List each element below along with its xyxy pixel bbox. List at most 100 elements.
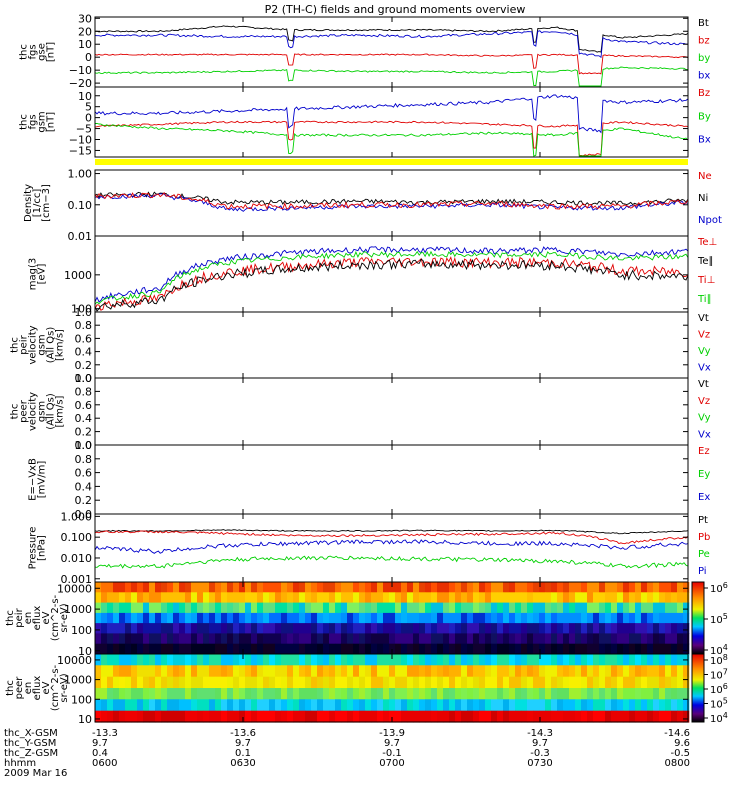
spectrogram-cell	[683, 643, 690, 655]
spectrogram-cell	[659, 665, 666, 678]
panel-frame	[94, 311, 689, 379]
spectrogram-cell	[605, 643, 612, 655]
spectrogram-cell	[137, 676, 144, 689]
spectrogram-cell	[287, 592, 294, 604]
spectrogram-cell	[209, 699, 216, 712]
spectrogram-cell	[647, 582, 654, 593]
spectrogram-cell	[227, 699, 234, 712]
spectrogram-cell	[671, 633, 678, 645]
spectrogram-cell	[161, 582, 168, 593]
spectrogram-cell	[503, 699, 510, 712]
y-tick-label: 1000	[64, 269, 92, 282]
spectrogram-cell	[563, 643, 570, 655]
spectrogram-cell	[467, 602, 474, 614]
spectrogram-cell	[341, 643, 348, 655]
spectrogram-cell	[617, 688, 624, 700]
spectrogram-cell	[353, 654, 360, 666]
spectrogram-cell	[239, 643, 246, 655]
spectrogram-cell	[383, 592, 390, 604]
spectrogram-cell	[197, 582, 204, 593]
spectrogram-cell	[347, 612, 354, 624]
y-tick-label: 0.100	[61, 531, 93, 544]
spectrogram-cell	[509, 602, 516, 614]
spectrogram-cell	[467, 592, 474, 604]
y-axis-title: (cm^2-s-	[50, 594, 61, 641]
y-tick-label: 0.4	[75, 412, 93, 425]
spectrogram-cell	[539, 612, 546, 624]
xaxis-row-label: thc_Z-GSM	[4, 748, 58, 759]
spectrogram-cell	[539, 602, 546, 614]
spectrogram-cell	[599, 643, 606, 655]
spectrogram-cell	[587, 699, 594, 712]
y-axis-title: en	[23, 612, 34, 625]
spectrogram-cell	[119, 633, 126, 645]
spectrogram-cell	[431, 699, 438, 712]
spectrogram-cell	[551, 654, 558, 666]
spectrogram-cell	[257, 582, 264, 593]
spectrogram-cell	[233, 665, 240, 678]
spectrogram-cell	[443, 710, 450, 723]
spectrogram-cell	[599, 688, 606, 700]
spectrogram-cell	[551, 582, 558, 593]
spectrogram-cell	[359, 643, 366, 655]
spectrogram-cell	[563, 582, 570, 593]
spectrogram-cell	[305, 688, 312, 700]
spectrogram-cell	[491, 654, 498, 666]
spectrogram-cell	[461, 699, 468, 712]
spectrogram-cell	[521, 710, 528, 723]
spectrogram-cell	[221, 699, 228, 712]
spectrogram-cell	[155, 676, 162, 689]
spectrogram-cell	[377, 688, 384, 700]
spectrogram-cell	[227, 665, 234, 678]
y-tick-label: 0.6	[75, 399, 93, 412]
spectrogram-cell	[437, 688, 444, 700]
spectrogram-cell	[611, 612, 618, 624]
spectrogram-cell	[665, 688, 672, 700]
spectrogram-cell	[485, 688, 492, 700]
spectrogram-cell	[257, 612, 264, 624]
spectrogram-cell	[557, 710, 564, 723]
spectrogram-cell	[353, 582, 360, 593]
spectrogram-cell	[353, 612, 360, 624]
y-tick-label: 10	[78, 38, 92, 51]
y-tick-label: 0	[85, 112, 92, 125]
spectrogram-cell	[581, 612, 588, 624]
spectrogram-cell	[281, 582, 288, 593]
y-axis-title: eflux	[32, 606, 43, 631]
spectrogram-cell	[617, 602, 624, 614]
spectrogram-cell	[497, 710, 504, 723]
spectrogram-cell	[665, 602, 672, 614]
spectrogram-cell	[257, 688, 264, 700]
spectrogram-cell	[329, 688, 336, 700]
spectrogram-cell	[521, 665, 528, 678]
y-axis-title: eV	[41, 611, 52, 624]
panel-frame	[94, 169, 689, 237]
spectrogram-cell	[167, 654, 174, 666]
spectrogram-cell	[365, 676, 372, 689]
spectrogram-cell	[293, 710, 300, 723]
spectrogram-cell	[257, 699, 264, 712]
spectrogram-cell	[149, 633, 156, 645]
spectrogram-cell	[263, 710, 270, 723]
spectrogram-cell	[131, 676, 138, 689]
spectrogram-cell	[431, 654, 438, 666]
spectrogram-cell	[593, 602, 600, 614]
spectrogram-cell	[251, 699, 258, 712]
spectrogram-cell	[587, 623, 594, 634]
spectrogram-cell	[173, 710, 180, 723]
spectrogram-cell	[353, 699, 360, 712]
spectrogram-cell	[377, 710, 384, 723]
spectrogram-cell	[269, 688, 276, 700]
xaxis-value: -14.6	[664, 728, 690, 739]
spectrogram-cell	[515, 676, 522, 689]
spectrogram-cell	[629, 688, 636, 700]
spectrogram-cell	[197, 623, 204, 634]
spectrogram-cell	[155, 612, 162, 624]
spectrogram-cell	[683, 676, 690, 689]
y-tick-label: 0	[85, 51, 92, 64]
spectrogram-cell	[419, 633, 426, 645]
spectrogram-cell	[653, 643, 660, 655]
spectrogram-cell	[245, 643, 252, 655]
spectrogram-cell	[491, 699, 498, 712]
spectrogram-cell	[125, 676, 132, 689]
